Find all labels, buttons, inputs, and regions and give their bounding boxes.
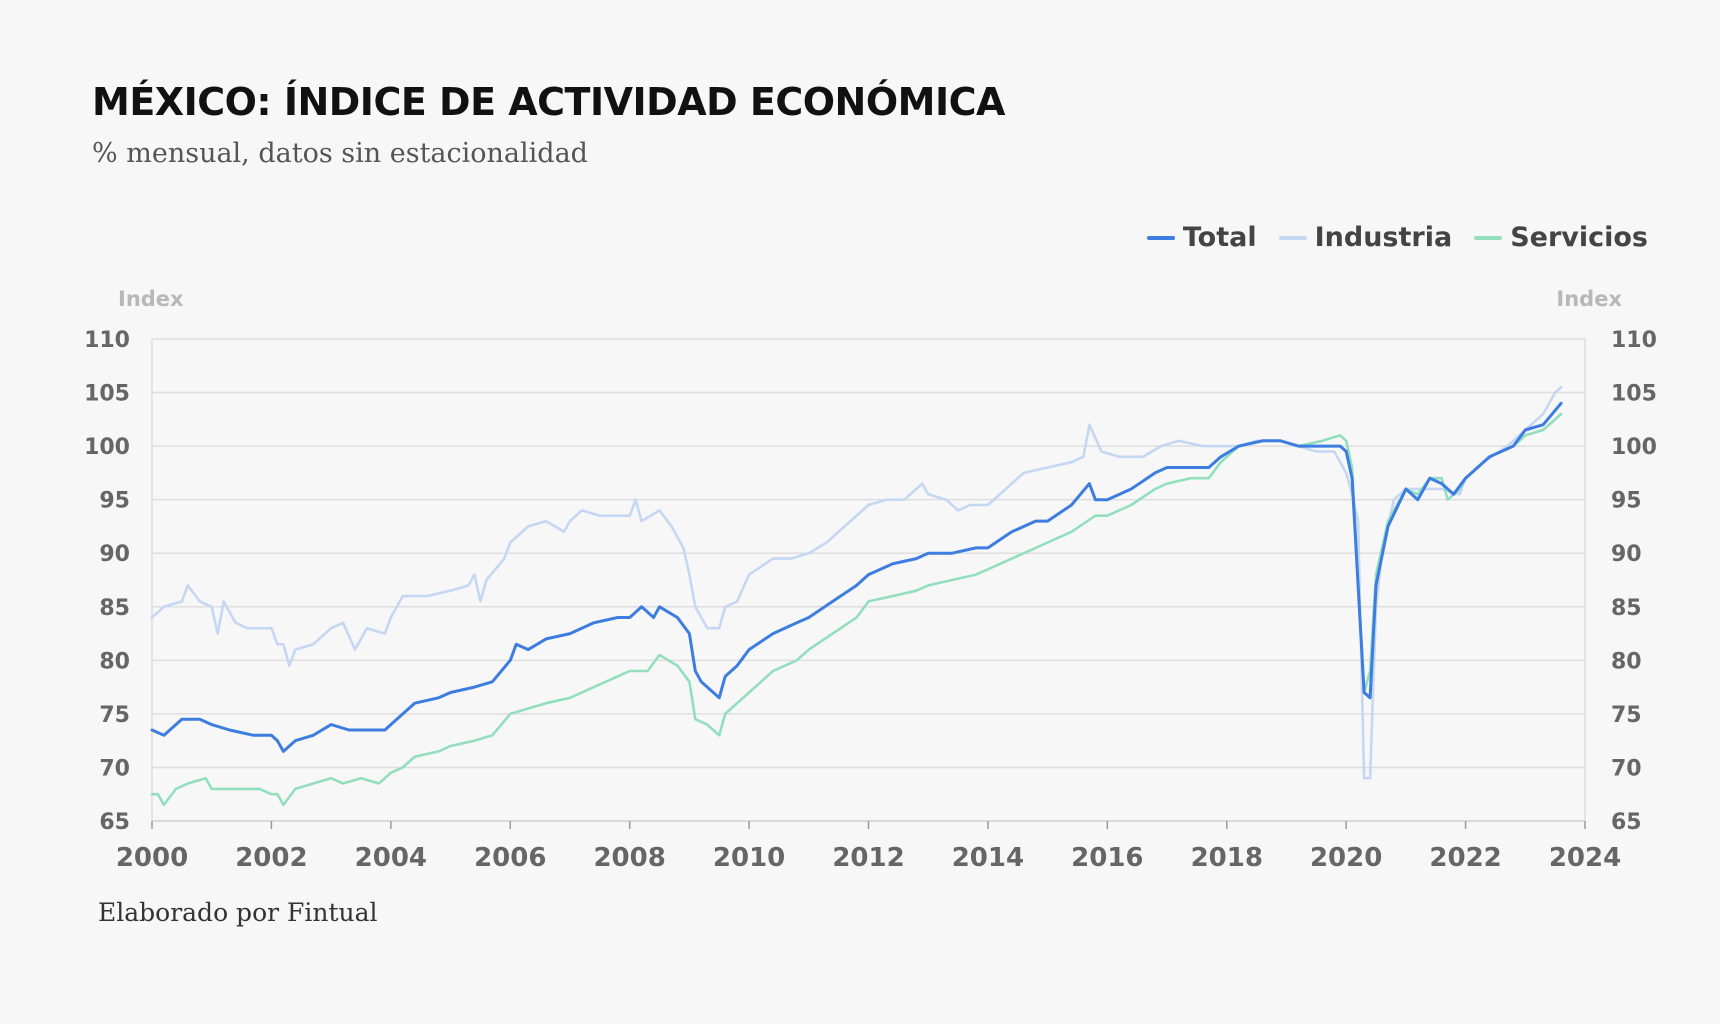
x-tick-2014: 2014 [952,843,1024,873]
axis-ticks: 65 65 70 70 75 75 80 80 85 85 90 90 95 95 100 100 105 105… [84,328,1657,873]
y-axis-title-left: Index [118,287,184,311]
legend-item-total[interactable]: Total [1146,222,1257,253]
y-tick-left-100: 100 [84,435,130,460]
y-tick-right-105: 105 [1611,382,1657,407]
y-tick-right-85: 85 [1611,596,1642,621]
legend-item-servicios[interactable]: Servicios [1474,222,1648,253]
credit: Elaborado por Fintual [98,898,378,927]
y-tick-left-95: 95 [99,489,130,514]
x-tick-2010: 2010 [713,843,785,873]
x-tick-2022: 2022 [1429,843,1501,873]
chart-title: MÉXICO: ÍNDICE DE ACTIVIDAD ECONÓMICA [92,80,1005,124]
legend-swatch-servicios [1474,235,1503,240]
x-tick-2018: 2018 [1191,843,1263,873]
legend-label-total: Total [1182,222,1257,253]
y-tick-right-100: 100 [1611,435,1657,460]
series-line-total [150,401,1563,753]
y-tick-right-65: 65 [1611,810,1642,835]
y-tick-left-80: 80 [99,649,130,674]
y-tick-left-85: 85 [99,596,130,621]
x-tick-2020: 2020 [1310,843,1382,873]
y-tick-left-65: 65 [99,810,130,835]
y-axis-title-right: Index [1556,287,1622,311]
chart-subtitle: % mensual, datos sin estacionalidad [92,138,588,169]
y-tick-left-75: 75 [99,703,130,728]
legend-swatch-total [1146,235,1175,240]
x-tick-2012: 2012 [832,843,904,873]
y-tick-left-105: 105 [84,382,130,407]
y-tick-left-90: 90 [99,542,130,567]
legend: Total Industria Servicios [1146,222,1648,253]
x-tick-2006: 2006 [474,843,546,873]
y-tick-right-95: 95 [1611,489,1642,514]
x-tick-2024: 2024 [1549,843,1621,873]
x-tick-2016: 2016 [1071,843,1143,873]
y-tick-right-80: 80 [1611,649,1642,674]
y-tick-right-110: 110 [1611,328,1657,353]
series-layer [150,385,1563,807]
y-tick-right-70: 70 [1611,756,1642,781]
x-tick-2000: 2000 [116,843,188,873]
x-tick-2004: 2004 [355,843,427,873]
legend-label-industria: Industria [1314,222,1453,253]
y-tick-right-75: 75 [1611,703,1642,728]
legend-item-industria[interactable]: Industria [1278,222,1453,253]
y-tick-left-70: 70 [99,756,130,781]
y-tick-left-110: 110 [84,328,130,353]
legend-label-servicios: Servicios [1510,222,1648,253]
y-tick-right-90: 90 [1611,542,1642,567]
x-tick-2008: 2008 [593,843,665,873]
legend-swatch-industria [1278,235,1307,240]
x-tick-2002: 2002 [235,843,307,873]
